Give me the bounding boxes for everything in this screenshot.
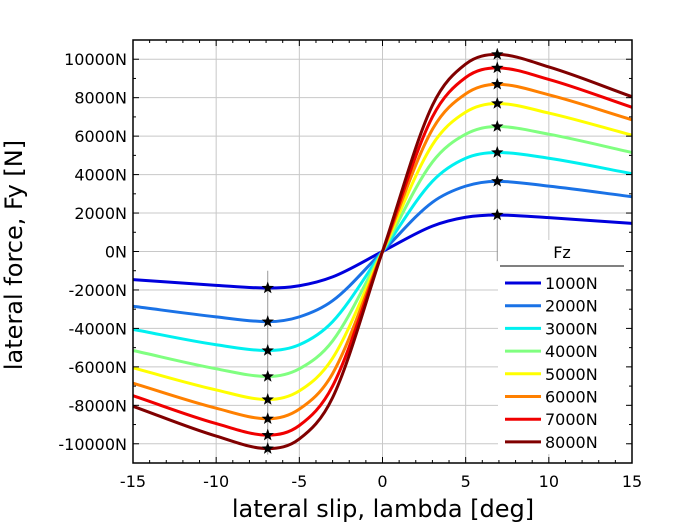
legend-label-1000N: 1000N: [545, 274, 598, 293]
peak-star-positive-6000N: [491, 77, 504, 90]
peak-star-positive-8000N: [491, 47, 504, 60]
legend-label-2000N: 2000N: [545, 297, 598, 316]
series-line-8000N: [132, 52, 633, 451]
peak-star-negative-6000N: [261, 412, 274, 425]
y-tick-label: -6000N: [69, 358, 127, 377]
x-tick-label: -15: [120, 472, 146, 491]
x-tick-label: 5: [461, 472, 471, 491]
peak-star-negative-4000N: [261, 369, 274, 382]
y-tick-label: -10000N: [58, 435, 127, 454]
peak-star-negative-1000N: [261, 281, 274, 294]
peak-star-positive-7000N: [491, 61, 504, 74]
y-tick-label: 10000N: [64, 50, 127, 69]
legend-label-3000N: 3000N: [545, 319, 598, 338]
y-tick-labels: -10000N -8000N -6000N -4000N -2000N 0N 2000N 40…: [58, 50, 127, 454]
x-tick-label: -5: [291, 472, 307, 491]
x-tick-labels: -15 -10 -5 0 5 10 15: [120, 472, 642, 491]
peak-star-positive-4000N: [491, 120, 504, 132]
legend-items: 1000N 2000N 3000N 4000N 5000N 6000N 7000N 8000N: [505, 274, 598, 452]
series-curves: [132, 52, 633, 451]
peak-markers: [261, 47, 504, 454]
peak-star-negative-2000N: [261, 315, 274, 327]
peak-star-negative-7000N: [261, 428, 274, 441]
peak-star-positive-1000N: [491, 208, 504, 221]
legend-label-6000N: 6000N: [545, 388, 598, 407]
y-tick-label: -2000N: [69, 281, 127, 300]
y-tick-label: -4000N: [69, 319, 127, 338]
peak-star-negative-5000N: [261, 393, 274, 405]
legend-label-8000N: 8000N: [545, 433, 598, 452]
legend-label-5000N: 5000N: [545, 365, 598, 384]
legend-title: Fz: [553, 243, 571, 262]
legend-label-7000N: 7000N: [545, 410, 598, 429]
y-tick-label: 4000N: [74, 166, 127, 185]
peak-star-negative-8000N: [261, 442, 274, 454]
y-tick-label: 6000N: [74, 127, 127, 146]
x-axis-label: lateral slip, lambda [deg]: [232, 495, 534, 523]
y-tick-label: -8000N: [69, 396, 127, 415]
peak-star-positive-3000N: [491, 145, 504, 158]
axis-ticks: [132, 40, 633, 463]
x-tick-label: 10: [539, 472, 559, 491]
peak-star-negative-3000N: [261, 344, 274, 356]
y-tick-label: 0N: [105, 243, 127, 262]
y-axis-label: lateral force, Fy [N]: [0, 140, 28, 370]
peak-star-positive-5000N: [491, 96, 504, 109]
y-tick-label: 2000N: [74, 204, 127, 223]
y-tick-label: 8000N: [74, 89, 127, 108]
x-tick-label: 15: [622, 472, 642, 491]
legend-label-4000N: 4000N: [545, 342, 598, 361]
x-tick-label: -10: [203, 472, 229, 491]
x-tick-label: 0: [377, 472, 387, 491]
peak-star-positive-2000N: [491, 174, 504, 187]
legend: Fz 1000N 2000N 3000N 4000N 5000N 6000N 7000N 80…: [498, 240, 628, 454]
